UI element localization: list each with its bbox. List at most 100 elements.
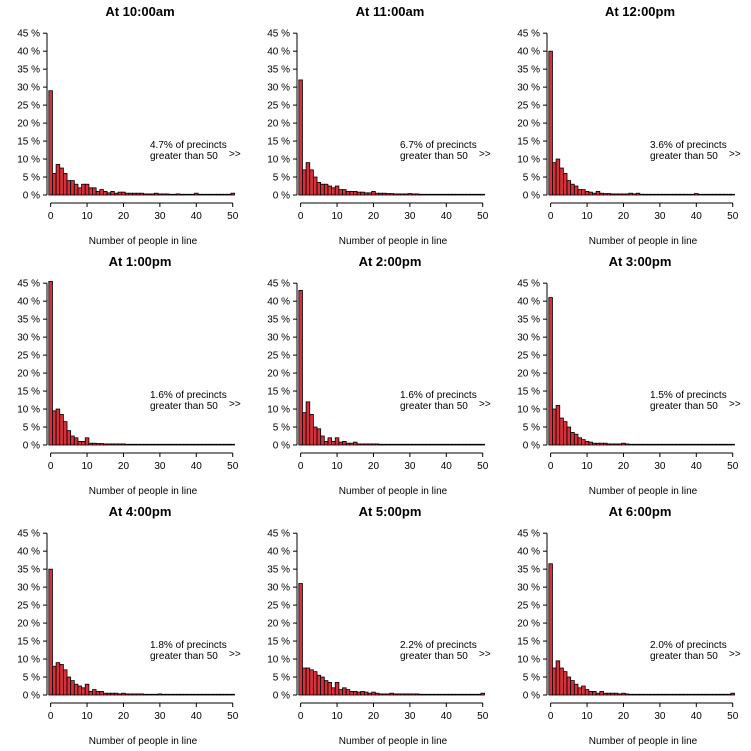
histogram-bar — [363, 443, 369, 446]
y-tick-label: 40 % — [517, 547, 540, 558]
y-tick-label: 0 % — [23, 441, 40, 452]
histogram-bar — [400, 443, 405, 446]
histogram-bar — [106, 443, 112, 446]
histogram-bar — [103, 443, 108, 446]
y-tick-label: 15 % — [267, 637, 290, 648]
y-tick-label: 25 % — [267, 101, 290, 112]
histogram-bar — [175, 443, 181, 446]
histogram-bar — [197, 693, 203, 696]
y-tick-label: 25 % — [517, 351, 540, 362]
histogram-bar — [632, 443, 637, 446]
y-tick-label: 30 % — [267, 333, 290, 344]
histogram-bar — [135, 443, 141, 446]
y-tick-label: 30 % — [17, 333, 40, 344]
y-tick-label: 45 % — [17, 529, 40, 540]
overflow-arrow: >> — [229, 399, 241, 410]
histogram-bar — [639, 193, 644, 196]
histogram-bar — [697, 193, 703, 196]
histogram-bar — [92, 442, 97, 446]
histogram-bar — [323, 183, 329, 196]
histogram-bar — [128, 693, 133, 696]
x-tick-label: 40 — [191, 461, 203, 472]
histogram-bar — [599, 192, 604, 196]
histogram-bar — [573, 683, 579, 696]
histogram-bar — [404, 193, 409, 196]
histogram-bar — [62, 173, 68, 196]
histogram-bar — [694, 693, 699, 696]
histogram-bar — [312, 671, 318, 696]
histogram-bar — [675, 443, 681, 446]
histogram-bar — [360, 691, 365, 696]
histogram-bar — [172, 193, 177, 196]
x-axis-label: Number of people in line — [89, 236, 198, 247]
histogram-bar — [349, 191, 354, 196]
histogram-bar — [462, 443, 467, 446]
histogram-bar — [705, 443, 710, 446]
histogram-bar — [143, 443, 148, 446]
histogram-bar — [223, 693, 228, 696]
histogram-bar — [223, 193, 228, 196]
histogram-bar — [411, 693, 416, 696]
y-tick-label: 20 % — [17, 369, 40, 380]
histogram-bar — [548, 297, 553, 446]
histogram-bar — [610, 692, 615, 696]
histogram-bar — [327, 682, 332, 696]
histogram-bar — [654, 193, 659, 196]
y-tick-label: 20 % — [17, 619, 40, 630]
y-tick-label: 45 % — [517, 279, 540, 290]
histogram-bar — [562, 421, 568, 446]
histogram-bar — [418, 443, 424, 446]
histogram-bar — [371, 443, 376, 446]
y-tick-label: 30 % — [517, 83, 540, 94]
histogram-bar — [555, 405, 561, 446]
histogram-bar — [621, 692, 626, 696]
histogram-bar — [726, 193, 732, 196]
histogram-bar — [429, 693, 434, 696]
histogram-bar — [458, 193, 464, 196]
y-tick-label: 5 % — [523, 673, 540, 684]
histogram-bar — [143, 193, 148, 196]
histogram-bar — [389, 193, 394, 196]
histogram-bar — [363, 691, 369, 696]
histogram-bar — [106, 192, 112, 196]
histogram-bar — [411, 443, 416, 446]
histogram-bar — [697, 693, 703, 696]
overflow-annotation: 3.6% of precincts — [650, 140, 727, 151]
histogram-bar — [436, 443, 442, 446]
histogram-bar — [320, 676, 325, 696]
histogram-bar — [639, 693, 644, 696]
y-tick-label: 40 % — [517, 297, 540, 308]
histogram-bar — [584, 441, 590, 446]
x-tick-label: 20 — [118, 211, 130, 222]
histogram-bar — [345, 442, 351, 446]
histogram-bar — [99, 443, 104, 446]
histogram-bar — [146, 193, 152, 196]
histogram-bar — [201, 443, 206, 446]
histogram-bar — [715, 193, 721, 196]
histogram-bar — [559, 667, 564, 696]
histogram-bar — [599, 691, 604, 696]
histogram-bar — [404, 693, 409, 696]
histogram-bar — [150, 693, 155, 696]
histogram-bar — [378, 192, 383, 196]
histogram-bar — [157, 443, 163, 446]
histogram-bar — [613, 193, 619, 196]
histogram-bar — [650, 193, 655, 196]
overflow-annotation: 2.0% of precincts — [650, 640, 727, 651]
x-tick-label: 50 — [477, 211, 489, 222]
histogram-bar — [59, 167, 64, 196]
histogram-bar — [425, 693, 431, 696]
histogram-bar — [661, 443, 666, 446]
histogram-bar — [132, 192, 137, 196]
histogram-bar — [444, 693, 449, 696]
histogram-bar — [52, 665, 57, 696]
x-tick-label: 10 — [81, 461, 93, 472]
histogram-bar — [672, 443, 677, 446]
x-tick-label: 40 — [441, 711, 453, 722]
histogram-bar — [124, 693, 130, 696]
histogram-bar — [726, 693, 732, 696]
histogram-bar — [374, 692, 380, 696]
histogram-bar — [617, 693, 623, 696]
histogram-bar — [172, 443, 177, 446]
y-tick-label: 10 % — [267, 155, 290, 166]
